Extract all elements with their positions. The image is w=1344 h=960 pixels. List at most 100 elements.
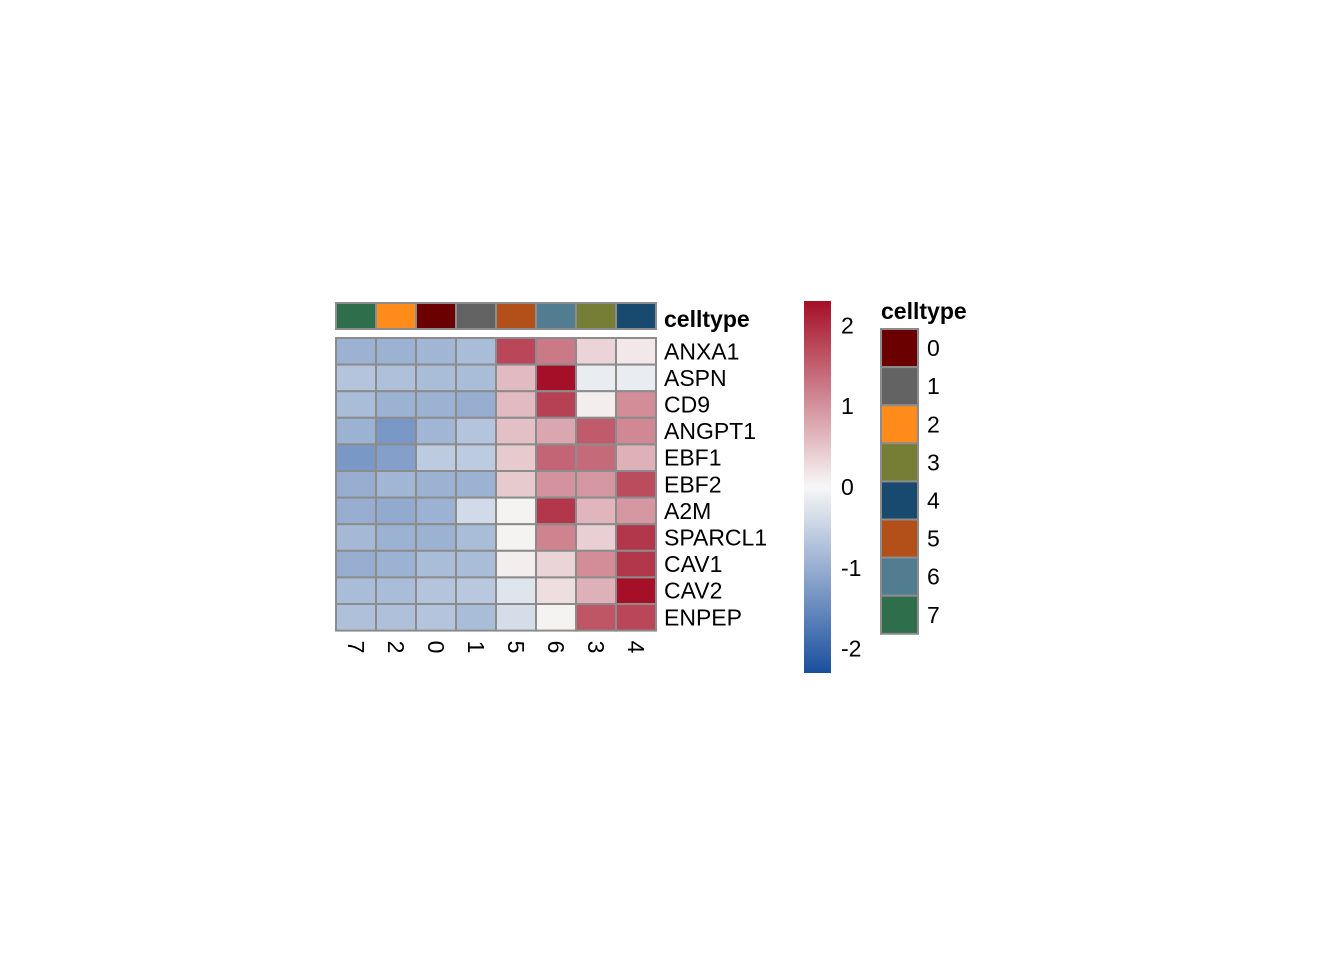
legend-swatch: [880, 480, 919, 521]
row-label: EBF2: [664, 471, 722, 497]
heatmap-cell: [575, 576, 617, 606]
heatmap-cell: [575, 443, 617, 472]
heatmap-cell: [415, 363, 457, 393]
heatmap-cell: [375, 337, 417, 366]
column-label: 5: [503, 641, 529, 654]
row-label: CAV2: [664, 578, 722, 604]
heatmap-cell: [415, 443, 457, 472]
heatmap-cell: [575, 470, 617, 499]
heatmap-cell: [495, 363, 537, 393]
row-label: ASPN: [664, 365, 727, 391]
heatmap-cell: [415, 416, 457, 446]
color-scale-tick-label: -1: [841, 555, 861, 581]
legend-swatch: [880, 366, 919, 407]
heatmap-cell: [335, 523, 377, 552]
heatmap-cell: [375, 416, 417, 446]
heatmap-cell: [375, 443, 417, 472]
heatmap-cell: [415, 549, 457, 579]
color-scale-tick-label: 0: [841, 474, 854, 500]
heatmap-cell: [455, 549, 497, 579]
column-label: 3: [583, 641, 609, 654]
heatmap-cell: [335, 576, 377, 606]
annotation-cell: [615, 302, 657, 330]
column-label: 7: [343, 641, 369, 654]
legend-label: 4: [927, 487, 940, 513]
heatmap-cell: [495, 523, 537, 552]
heatmap-cell: [615, 363, 657, 393]
heatmap-cell: [615, 523, 657, 552]
column-label: 0: [423, 641, 449, 654]
heatmap-cell: [415, 337, 457, 366]
annotation-cell: [335, 302, 377, 330]
annotation-cell: [495, 302, 537, 330]
row-label: ANXA1: [664, 338, 739, 364]
heatmap-cell: [415, 390, 457, 419]
column-labels: 7 2 0 1 5 6 3 4: [343, 641, 649, 654]
annotation-title: celltype: [664, 306, 750, 332]
heatmap-cell: [415, 603, 457, 632]
column-label: 1: [463, 641, 489, 654]
heatmap-cell: [335, 390, 377, 419]
heatmap-cell: [455, 337, 497, 366]
heatmap-cell: [455, 443, 497, 472]
legend-swatch: [880, 404, 919, 445]
heatmap-cell: [335, 416, 377, 446]
heatmap-cell: [535, 523, 577, 552]
heatmap-cell: [615, 576, 657, 606]
heatmap-cell: [495, 337, 537, 366]
color-scale-tick-label: -2: [841, 636, 861, 662]
heatmap-cell: [615, 470, 657, 499]
heatmap-cell: [575, 416, 617, 446]
heatmap-cell: [495, 576, 537, 606]
heatmap-cell: [535, 549, 577, 579]
row-label: SPARCL1: [664, 525, 767, 551]
heatmap-cell: [535, 496, 577, 526]
heatmap-cell: [455, 496, 497, 526]
heatmap-cell: [615, 603, 657, 632]
heatmap-cell: [375, 576, 417, 606]
row-label: CAV1: [664, 551, 722, 577]
heatmap-cell: [615, 416, 657, 446]
heatmap-cell: [535, 470, 577, 499]
color-scale-ticks: 2 1 0 -1 -2: [841, 312, 861, 661]
heatmap-cell: [455, 363, 497, 393]
color-scale-bar: [804, 301, 831, 673]
heatmap-cell: [495, 443, 537, 472]
heatmap-cell: [495, 603, 537, 632]
celltype-legend: 0 1 2 3 4 5 6 7: [880, 328, 940, 635]
heatmap-cell: [575, 603, 617, 632]
row-label: EBF1: [664, 445, 722, 471]
heatmap-cell: [535, 576, 577, 606]
heatmap-cell: [335, 603, 377, 632]
legend-swatch: [880, 594, 919, 635]
heatmap-cell: [455, 603, 497, 632]
legend-swatch: [880, 328, 919, 369]
heatmap-cell: [615, 496, 657, 526]
heatmap-cell: [615, 390, 657, 419]
heatmap-cell: [535, 603, 577, 632]
legend-swatch: [880, 518, 919, 559]
legend-label: 2: [927, 411, 940, 437]
heatmap-cell: [575, 523, 617, 552]
annotation-cell: [375, 302, 417, 330]
row-label: A2M: [664, 498, 711, 524]
legend-label: 7: [927, 602, 940, 628]
heatmap-cell: [455, 416, 497, 446]
celltype-annotation-bar: [335, 302, 657, 330]
heatmap-cell: [415, 576, 457, 606]
heatmap-cell: [615, 549, 657, 579]
annotation-cell: [455, 302, 497, 330]
heatmap-cell: [495, 416, 537, 446]
color-scale-tick-label: 1: [841, 393, 854, 419]
heatmap-cells: [335, 337, 657, 632]
heatmap-cell: [575, 549, 617, 579]
heatmap-cell: [335, 496, 377, 526]
heatmap-cell: [455, 576, 497, 606]
heatmap-cell: [455, 470, 497, 499]
heatmap-cell: [535, 443, 577, 472]
row-label: ENPEP: [664, 604, 742, 630]
heatmap-cell: [535, 390, 577, 419]
heatmap-cell: [495, 496, 537, 526]
legend-label: 6: [927, 564, 940, 590]
